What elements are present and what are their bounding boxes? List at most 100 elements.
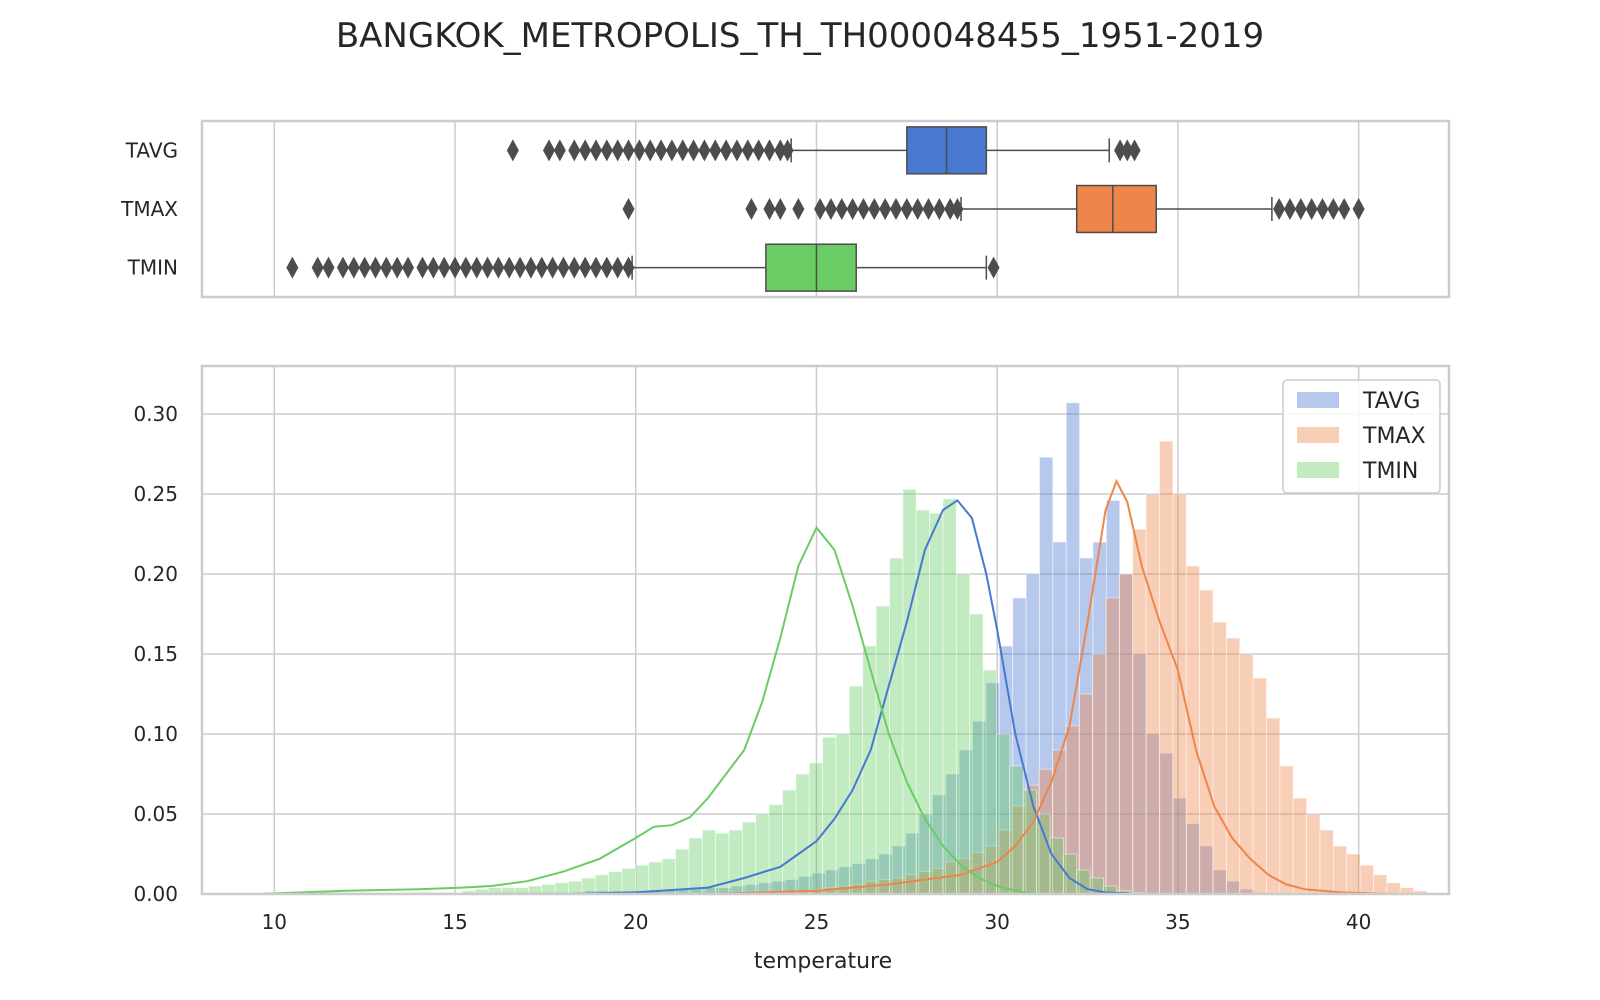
kde-curve-tmax bbox=[707, 478, 1395, 895]
legend-swatch-tmax bbox=[1297, 427, 1339, 443]
outlier-marker bbox=[524, 256, 537, 279]
box-plot-marks bbox=[286, 126, 1365, 292]
outlier-marker bbox=[944, 198, 957, 220]
outlier-marker bbox=[745, 198, 758, 220]
x-tick-label: 15 bbox=[442, 910, 467, 934]
outlier-marker bbox=[286, 256, 299, 279]
kde-curve-tavg bbox=[455, 499, 1142, 895]
legend: TAVG TMAX TMIN bbox=[1282, 379, 1441, 494]
histogram-bar bbox=[1225, 637, 1241, 895]
outlier-marker bbox=[1338, 198, 1351, 220]
histogram-bar bbox=[1332, 845, 1348, 895]
outlier-marker bbox=[514, 256, 527, 279]
x-axis-label: temperature bbox=[754, 949, 892, 974]
outlier-marker bbox=[336, 256, 349, 279]
legend-label-tmax: TMAX bbox=[1362, 424, 1426, 449]
outlier-marker bbox=[879, 198, 892, 220]
outlier-marker bbox=[1121, 139, 1134, 162]
histogram-bar bbox=[1118, 573, 1134, 895]
outlier-marker bbox=[1283, 198, 1296, 220]
outlier-marker bbox=[752, 139, 765, 162]
outlier-marker bbox=[481, 256, 494, 279]
outlier-marker bbox=[774, 139, 787, 162]
histogram-panel: 10 15 20 25 30 35 40 0.000.050.100.150.200.250… bbox=[133, 364, 1451, 974]
outlier-marker bbox=[459, 256, 472, 279]
outlier-marker bbox=[781, 139, 794, 162]
outlier-marker bbox=[835, 198, 848, 220]
histogram-bar bbox=[661, 858, 676, 895]
histogram-bar bbox=[1078, 693, 1094, 895]
histogram-bar bbox=[688, 837, 703, 895]
outlier-marker bbox=[911, 198, 924, 220]
outlier-marker bbox=[655, 139, 668, 162]
y-tick-label: 0.10 bbox=[133, 722, 178, 746]
histogram-bar bbox=[608, 871, 623, 895]
histogram-bar bbox=[875, 605, 890, 895]
histogram-bar bbox=[1185, 565, 1200, 895]
chart-title: BANGKOK_METROPOLIS_TH_TH000048455_1951-2… bbox=[336, 16, 1264, 56]
outlier-marker bbox=[622, 139, 635, 162]
histogram-bar bbox=[1132, 528, 1147, 895]
outlier-marker bbox=[857, 198, 870, 220]
outlier-marker bbox=[568, 256, 581, 279]
outlier-marker bbox=[427, 256, 440, 279]
x-tick-label: 35 bbox=[1165, 910, 1190, 934]
outlier-marker bbox=[951, 198, 964, 220]
outlier-marker bbox=[546, 256, 559, 279]
histogram-bar bbox=[728, 829, 743, 895]
outlier-marker bbox=[763, 198, 776, 220]
outlier-marker bbox=[644, 139, 657, 162]
x-tick-label: 30 bbox=[984, 910, 1009, 934]
histogram-bar bbox=[1009, 765, 1024, 895]
outlier-marker bbox=[438, 256, 451, 279]
outlier-marker bbox=[720, 139, 733, 162]
outlier-marker bbox=[589, 256, 602, 279]
histogram-bar bbox=[768, 804, 783, 895]
outlier-marker bbox=[579, 256, 592, 279]
outlier-marker bbox=[922, 198, 935, 220]
histogram-bar bbox=[1292, 797, 1307, 895]
outlier-marker bbox=[741, 139, 754, 162]
histogram-bar bbox=[982, 669, 997, 895]
outlier-marker bbox=[687, 139, 700, 162]
outlier-marker bbox=[1114, 139, 1127, 162]
histogram-bar bbox=[1239, 653, 1254, 895]
outlier-marker bbox=[568, 139, 581, 162]
histogram-bar bbox=[1373, 874, 1388, 895]
outlier-marker bbox=[611, 256, 624, 279]
histogram-frame bbox=[200, 364, 1451, 896]
outlier-marker bbox=[814, 198, 827, 220]
histogram-bar bbox=[1346, 853, 1361, 895]
histogram-bar bbox=[1159, 440, 1174, 895]
outlier-marker bbox=[1273, 198, 1286, 220]
outlier-marker bbox=[589, 139, 602, 162]
box-plot-category-labels: TAVG TMAX TMIN bbox=[120, 138, 178, 279]
x-tick-label: 40 bbox=[1346, 910, 1371, 934]
outlier-marker bbox=[987, 256, 1000, 279]
x-tick-label: 20 bbox=[623, 910, 648, 934]
outlier-marker bbox=[369, 256, 382, 279]
box-category-label: TMAX bbox=[120, 197, 178, 221]
histogram-bar bbox=[915, 509, 930, 895]
outlier-marker bbox=[763, 139, 776, 162]
outlier-marker bbox=[824, 198, 837, 220]
outlier-marker bbox=[900, 198, 913, 220]
histogram-bar bbox=[1306, 813, 1321, 895]
histogram-bar bbox=[1252, 677, 1267, 895]
y-tick-label: 0.00 bbox=[133, 882, 178, 906]
histogram-bar bbox=[1105, 597, 1120, 895]
outlier-marker bbox=[611, 139, 624, 162]
histogram-bar bbox=[1266, 717, 1281, 895]
y-tick-label: 0.30 bbox=[133, 402, 178, 426]
histogram-gridlines bbox=[202, 366, 1449, 895]
outlier-marker bbox=[391, 256, 404, 279]
outlier-marker bbox=[622, 256, 635, 279]
bars-tavg bbox=[490, 402, 1268, 895]
kde-curve-tmin bbox=[256, 525, 1034, 895]
outlier-marker bbox=[1128, 139, 1141, 162]
outlier-marker bbox=[503, 256, 516, 279]
histogram-bar bbox=[634, 864, 650, 895]
histogram-bar bbox=[741, 821, 757, 895]
histogram-bar bbox=[1359, 864, 1374, 895]
outlier-marker bbox=[1305, 198, 1318, 220]
